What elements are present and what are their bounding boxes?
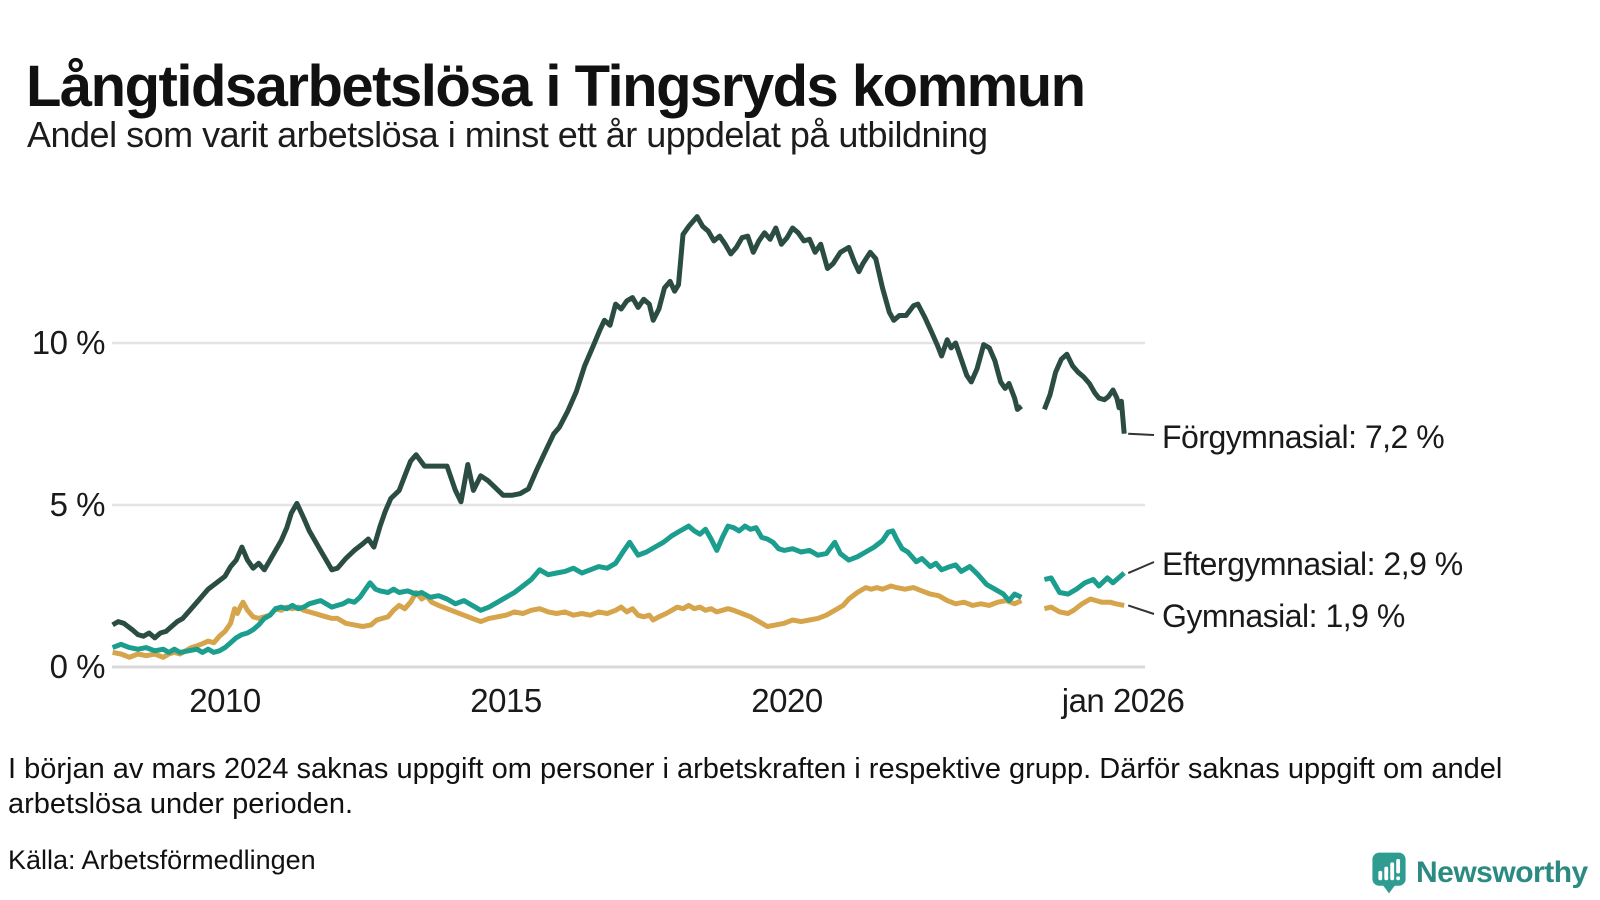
page-subtitle: Andel som varit arbetslösa i minst ett å…	[27, 114, 988, 155]
line-eftergymnasial	[111, 523, 1126, 655]
source-label: Källa: Arbetsförmedlingen	[8, 845, 316, 875]
footnote: I början av mars 2024 saknas uppgift om …	[8, 753, 1503, 820]
line-förgymnasial	[111, 214, 1127, 641]
y-tick-0: 0 %	[49, 648, 106, 685]
newsworthy-logo-icon	[1372, 852, 1406, 894]
x-tick-2020: 2020	[751, 682, 823, 719]
callout-tick-eftergymnasial	[1127, 561, 1155, 574]
callout-tick-förgymnasial	[1128, 432, 1155, 436]
x-tick-jan-2026: jan 2026	[1061, 682, 1185, 719]
newsworthy-wordmark: Newsworthy	[1416, 856, 1588, 889]
y-tick-10: 10 %	[31, 324, 106, 361]
series-label-eftergymnasial: Eftergymnasial: 2,9 %	[1162, 546, 1463, 582]
line-gymnasial	[112, 583, 1125, 660]
newsworthy-branding: Newsworthy	[1372, 852, 1588, 894]
callout-tick-gymnasial	[1127, 604, 1155, 615]
x-tick-2015: 2015	[470, 682, 542, 719]
series-label-forgymnasial: Förgymnasial: 7,2 %	[1162, 419, 1445, 455]
y-tick-5: 5 %	[49, 486, 106, 523]
x-tick-2010: 2010	[189, 682, 261, 719]
page-title: Långtidsarbetslösa i Tingsryds kommun	[26, 53, 1086, 119]
series-label-gymnasial: Gymnasial: 1,9 %	[1162, 598, 1405, 634]
